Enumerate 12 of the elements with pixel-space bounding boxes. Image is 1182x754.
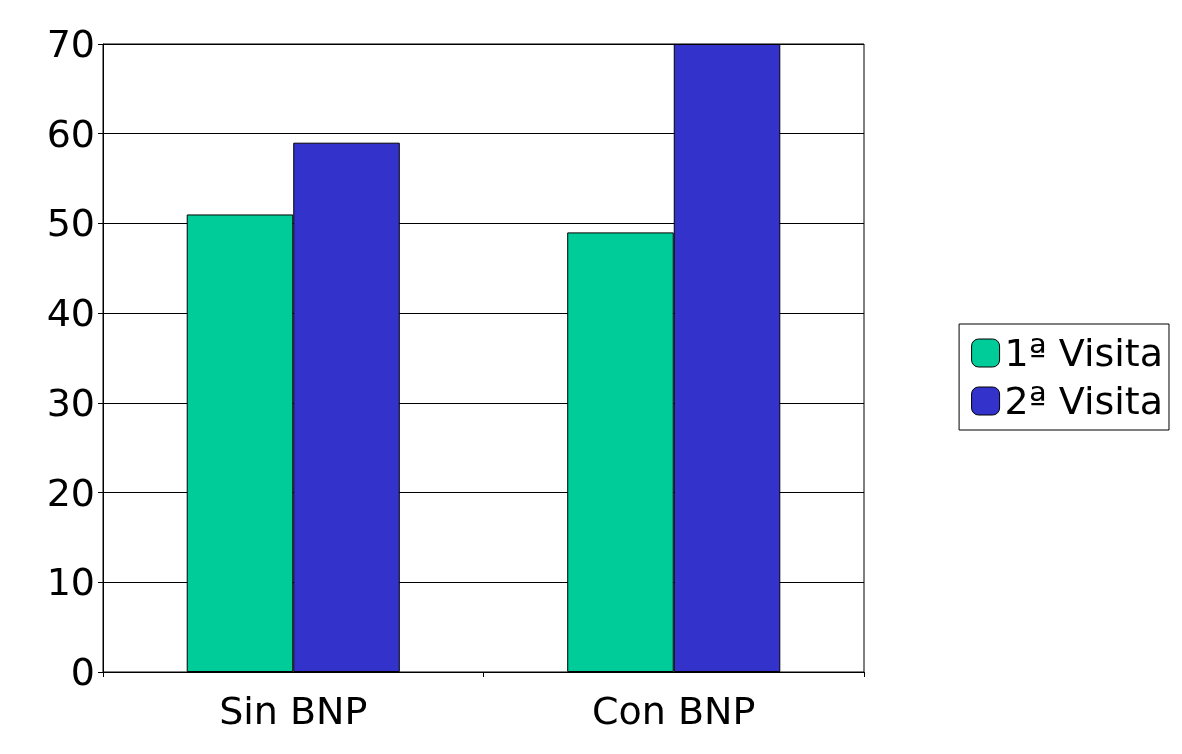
x-tick-label: Sin BNP [219, 689, 368, 733]
x-tick-label: Con BNP [592, 689, 756, 733]
y-tick-label: 50 [46, 201, 95, 246]
legend-label: 1ª Visita [1004, 331, 1163, 375]
y-tick-label: 0 [70, 650, 95, 694]
y-tick-label: 70 [46, 22, 95, 66]
legend-label: 2ª Visita [1004, 379, 1163, 423]
y-tick-label: 40 [46, 291, 95, 336]
y-tick-label: 30 [46, 380, 95, 425]
y-tick-label: 60 [46, 111, 95, 156]
y-tick-label: 20 [46, 470, 95, 515]
y-tick-label: 10 [46, 560, 95, 605]
